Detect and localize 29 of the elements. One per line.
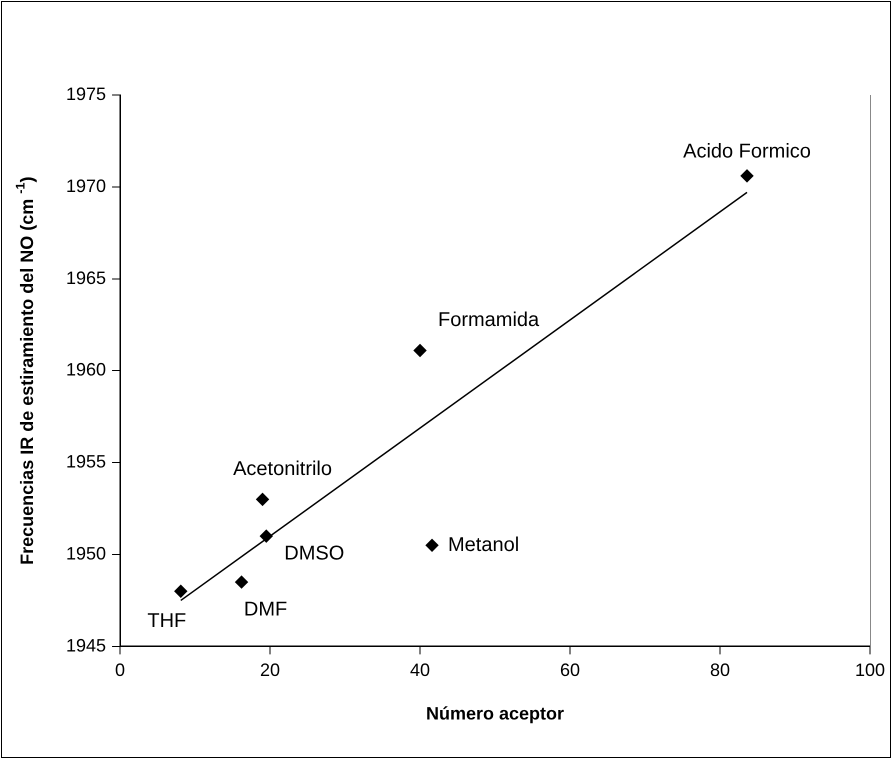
x-tick-label: 0	[115, 660, 126, 680]
annotation: Acido Formico	[683, 140, 811, 162]
x-tick-label: 20	[260, 660, 280, 680]
point	[235, 576, 248, 589]
x-tick-label: 60	[560, 660, 580, 680]
y-tick-label: 1975	[66, 84, 106, 104]
point	[260, 530, 273, 543]
point	[414, 344, 427, 357]
point	[740, 169, 754, 182]
annotation: Acetonitrilo	[233, 458, 332, 480]
x-tick-label: 80	[710, 660, 730, 680]
y-tick-label: 1955	[66, 452, 106, 472]
y-tick-label: 1960	[66, 360, 106, 380]
y-axis-title: Frecuencias IR de estiramiento del NO (cm -1)	[13, 176, 38, 565]
point	[256, 492, 270, 506]
y-tick-label: 1970	[66, 176, 106, 196]
point	[426, 538, 439, 552]
x-tick-label: 40	[410, 660, 430, 680]
annotation: THF	[147, 610, 186, 632]
x-tick-label: 100	[854, 660, 886, 680]
point	[174, 584, 188, 598]
annotation: DMSO	[284, 542, 344, 565]
y-tick-label: 1945	[66, 635, 106, 656]
annotation: DMF	[244, 598, 288, 621]
annotation: Formamida	[438, 309, 540, 331]
y-tick-label: 1965	[66, 268, 106, 288]
x-axis-title: Número aceptor	[426, 703, 564, 724]
y-tick-label: 1950	[66, 543, 106, 564]
annotation: Metanol	[448, 534, 520, 556]
